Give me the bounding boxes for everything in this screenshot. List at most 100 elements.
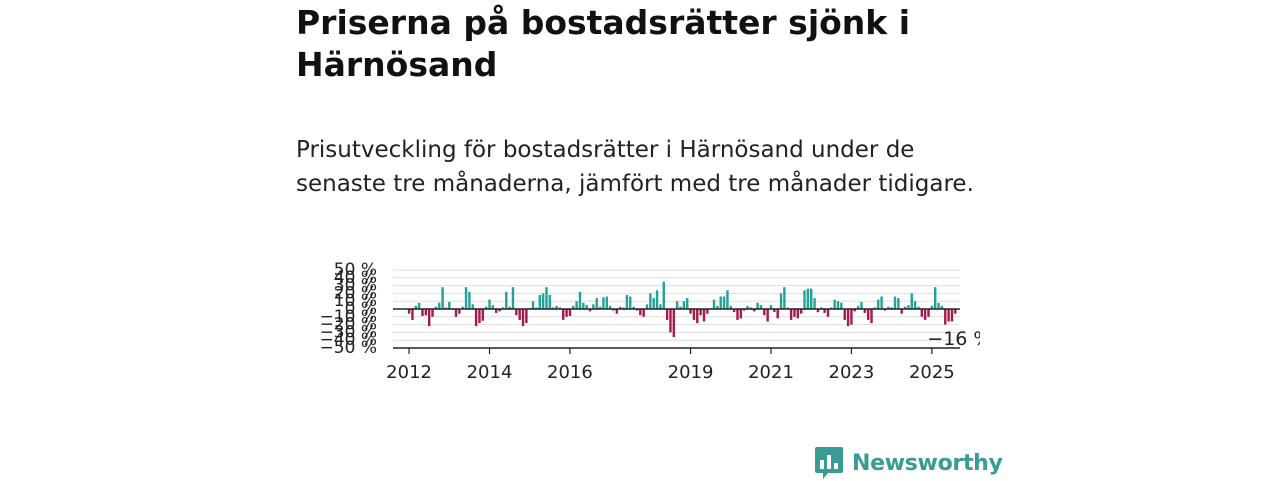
bar xyxy=(716,305,719,309)
bar xyxy=(930,305,934,309)
bar xyxy=(920,309,924,317)
bar xyxy=(793,309,796,317)
bar xyxy=(910,293,913,309)
bar xyxy=(679,306,682,309)
last-value-label: −16 % xyxy=(927,328,980,350)
bar xyxy=(706,309,709,314)
bar xyxy=(474,309,478,327)
bar xyxy=(458,309,461,314)
bar xyxy=(659,304,662,309)
bar xyxy=(779,293,783,309)
bar xyxy=(927,309,930,317)
bar xyxy=(682,301,686,309)
bar xyxy=(944,309,947,325)
newsworthy-logo-icon xyxy=(815,447,843,479)
bar xyxy=(856,305,860,309)
bar xyxy=(900,309,903,314)
bar xyxy=(954,309,957,314)
bar xyxy=(746,305,749,309)
bar xyxy=(836,301,840,309)
bar xyxy=(846,309,850,327)
bar xyxy=(642,309,645,317)
bar xyxy=(515,309,518,316)
bar xyxy=(675,301,679,309)
bar xyxy=(833,299,836,309)
bar xyxy=(789,309,793,320)
y-tick-label: 0 % xyxy=(345,299,377,319)
y-tick-label: −10 % xyxy=(320,307,377,327)
bar xyxy=(629,296,632,309)
bar xyxy=(917,306,920,309)
y-tick-label: 10 % xyxy=(334,291,377,311)
bar xyxy=(923,309,927,320)
bar xyxy=(870,309,873,324)
bar xyxy=(940,305,944,309)
bar xyxy=(538,294,541,309)
chart-headline: Priserna på bostadsrätter sjönk i Härnös… xyxy=(296,3,911,84)
bar xyxy=(726,290,729,309)
bar xyxy=(662,281,665,309)
bar xyxy=(645,304,649,309)
bar xyxy=(424,309,428,316)
bar xyxy=(736,309,739,320)
bar xyxy=(826,309,830,317)
bar xyxy=(860,301,863,309)
newsworthy-brand: Newsworthy xyxy=(814,445,1003,481)
bar xyxy=(732,309,736,313)
bar xyxy=(702,309,706,322)
bar xyxy=(488,299,491,309)
y-tick-label: −50 % xyxy=(320,338,377,358)
bar xyxy=(769,305,773,309)
bar xyxy=(639,309,642,316)
bar xyxy=(618,306,622,309)
bar xyxy=(759,305,763,309)
bar xyxy=(823,309,826,313)
bar xyxy=(454,309,458,317)
bar xyxy=(897,298,900,309)
x-tick-label: 2016 xyxy=(547,362,593,383)
bar xyxy=(933,287,937,309)
bar xyxy=(686,298,689,309)
bar xyxy=(863,309,867,313)
bar xyxy=(427,309,431,327)
y-tick-label: −30 % xyxy=(320,322,377,342)
bar xyxy=(937,302,940,309)
bar xyxy=(572,305,575,309)
bar xyxy=(441,287,444,309)
bar xyxy=(438,302,441,309)
bar xyxy=(893,296,897,309)
bar xyxy=(478,309,481,324)
bar xyxy=(806,288,810,309)
bar xyxy=(511,287,515,309)
x-tick-label: 2021 xyxy=(748,362,794,383)
bar xyxy=(810,288,813,309)
bar xyxy=(813,298,816,309)
bar xyxy=(464,287,468,309)
bar xyxy=(615,309,619,314)
x-tick-label: 2019 xyxy=(668,362,714,383)
y-tick-label: 30 % xyxy=(334,276,377,296)
bar xyxy=(461,306,464,309)
bar xyxy=(887,306,890,309)
bar xyxy=(652,298,655,309)
bar xyxy=(699,309,702,316)
bar xyxy=(729,305,732,309)
bar xyxy=(692,309,696,320)
y-tick-label: −40 % xyxy=(320,330,377,350)
bar xyxy=(595,298,598,309)
bar xyxy=(850,309,853,325)
bar xyxy=(471,304,474,309)
bar xyxy=(411,309,414,320)
bar xyxy=(421,309,424,317)
bar xyxy=(799,309,803,314)
bar xyxy=(608,305,612,309)
bar xyxy=(796,309,800,319)
bar xyxy=(505,291,508,309)
bar xyxy=(592,304,595,309)
bar xyxy=(753,309,756,312)
bar xyxy=(773,309,776,313)
bar xyxy=(525,309,528,324)
bar xyxy=(562,309,565,320)
bar xyxy=(575,301,578,309)
x-tick-label: 2023 xyxy=(829,362,875,383)
